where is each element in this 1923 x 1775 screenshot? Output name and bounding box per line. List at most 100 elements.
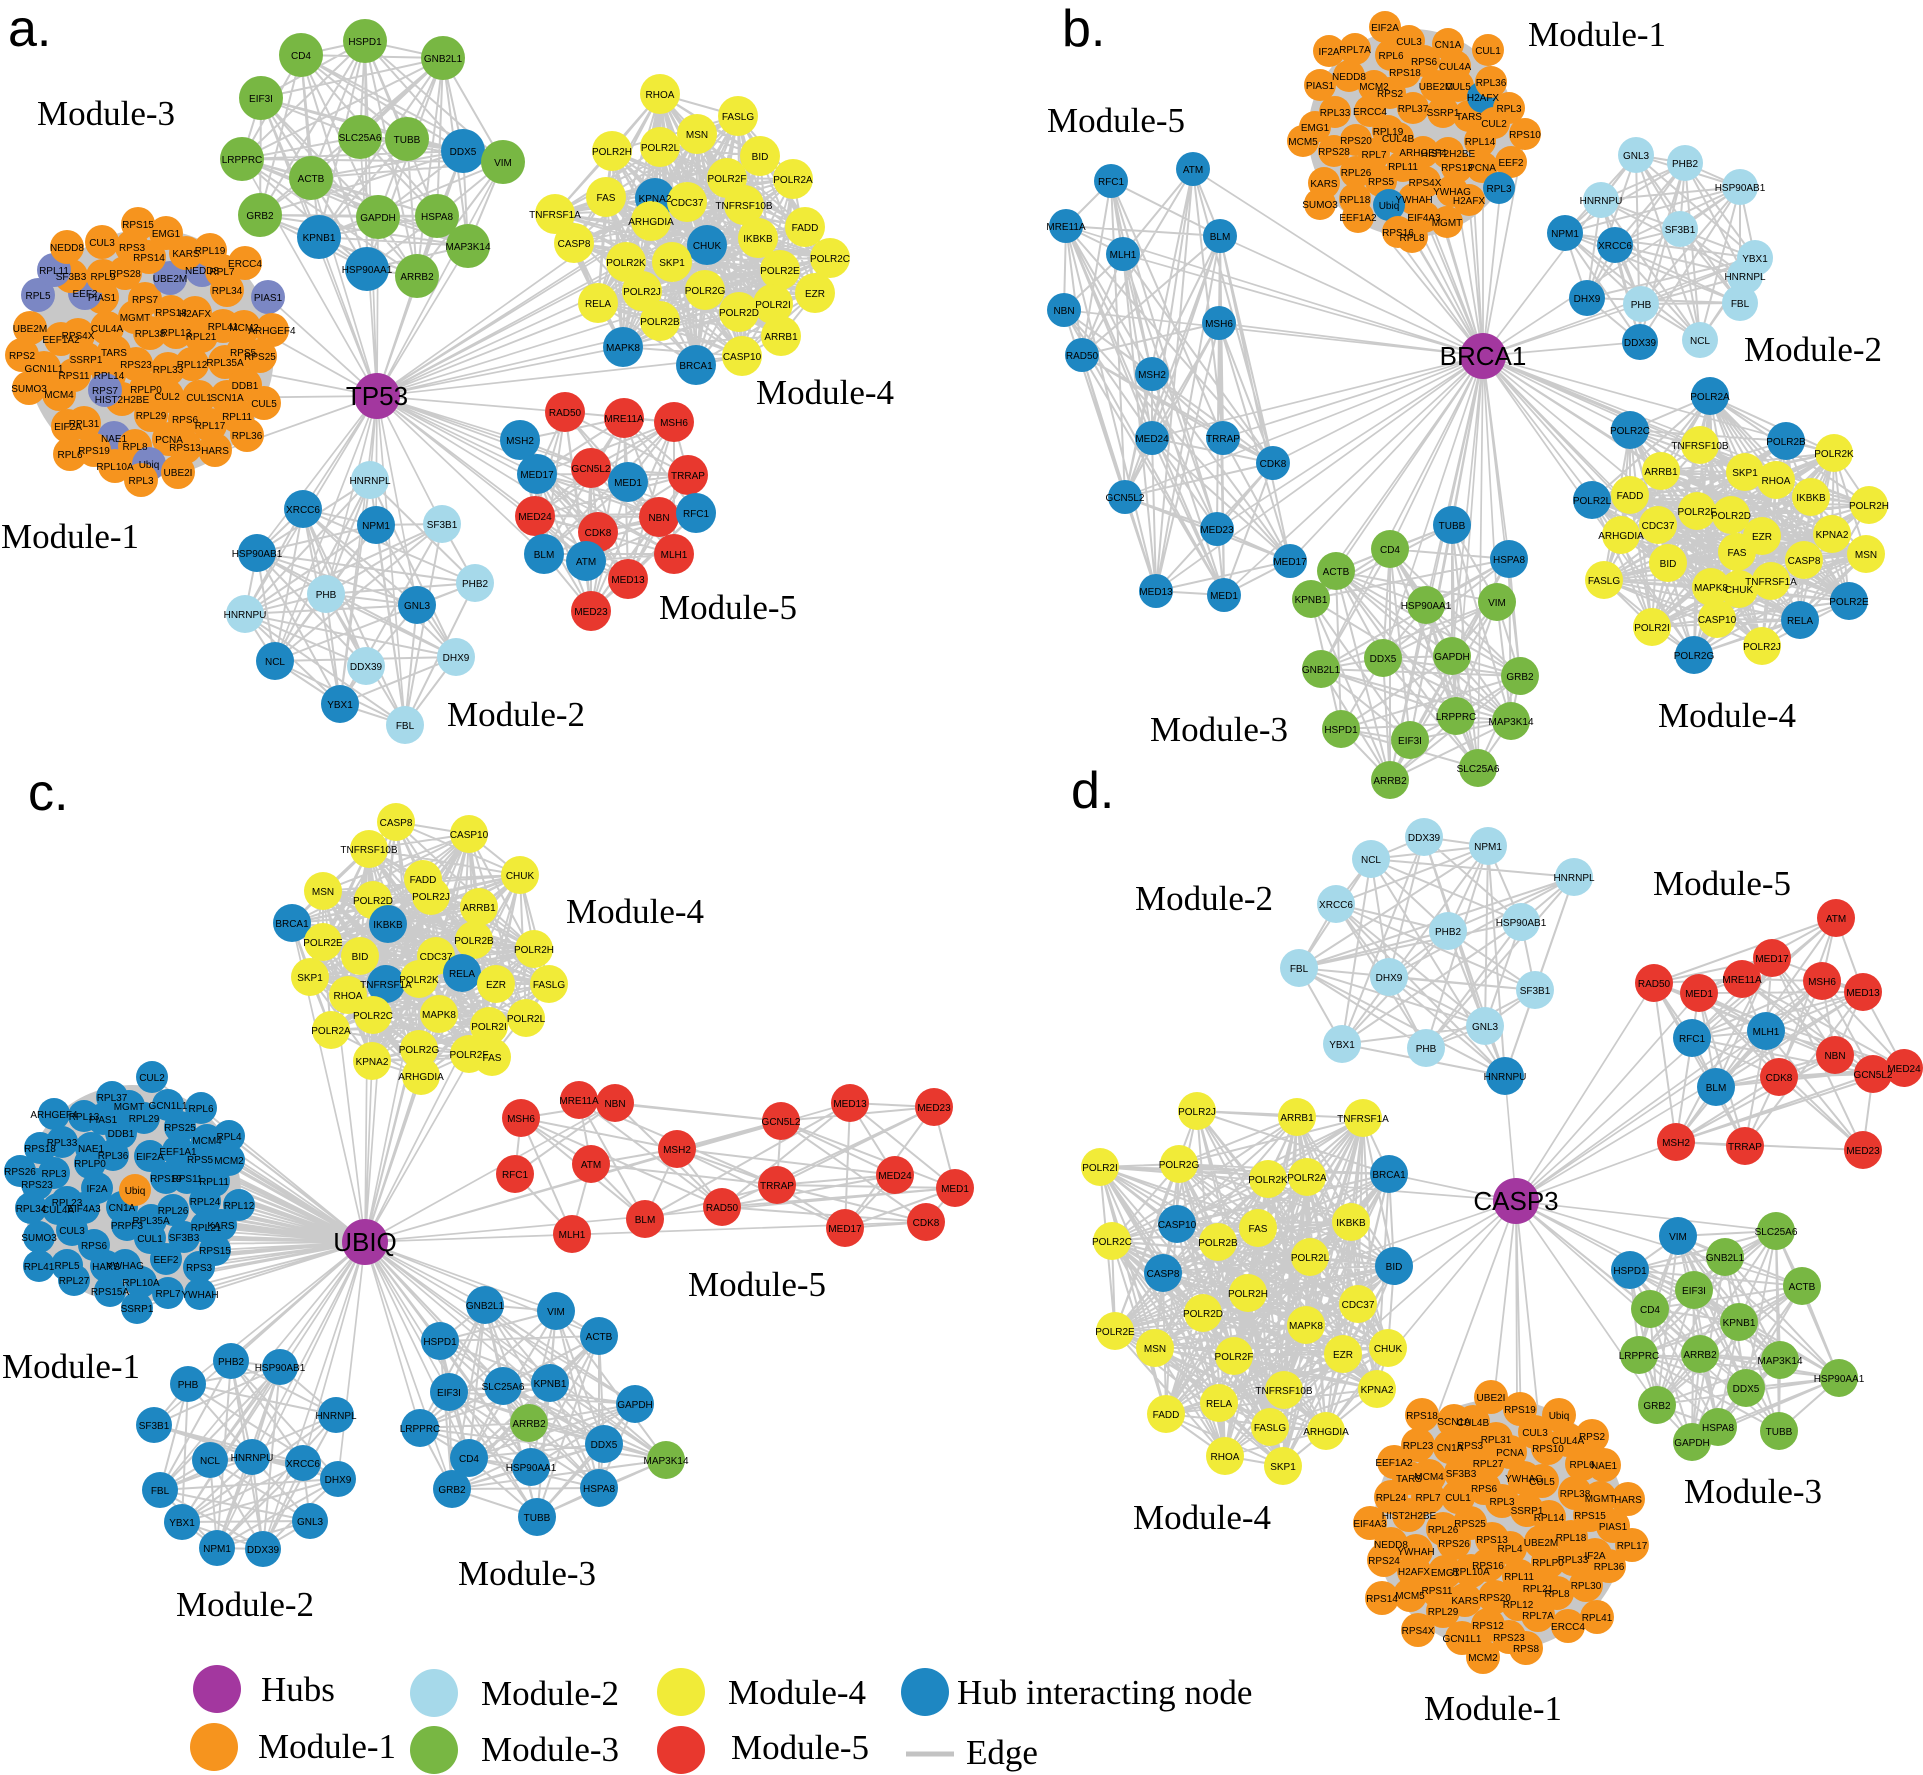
svg-text:RPL19: RPL19 (1373, 127, 1404, 138)
svg-text:EMG1: EMG1 (152, 229, 181, 240)
svg-text:POLR2K: POLR2K (1814, 449, 1854, 460)
svg-text:RPS25: RPS25 (244, 352, 276, 363)
svg-text:GCN1L1: GCN1L1 (1443, 1634, 1482, 1645)
svg-text:POLR2D: POLR2D (1183, 1309, 1223, 1320)
svg-text:EEF2: EEF2 (72, 289, 97, 300)
svg-text:YWHAH: YWHAH (1397, 1547, 1434, 1558)
svg-text:HSP90AA1: HSP90AA1 (1401, 601, 1452, 612)
svg-text:KPNB1: KPNB1 (1295, 595, 1328, 606)
svg-text:CDC37: CDC37 (1642, 521, 1675, 532)
svg-text:RPL6: RPL6 (1569, 1460, 1594, 1471)
svg-text:HSPA8: HSPA8 (1493, 555, 1525, 566)
svg-text:CASP10: CASP10 (1698, 615, 1737, 626)
svg-text:RPL27: RPL27 (59, 1276, 90, 1287)
svg-text:RPS14: RPS14 (1366, 1594, 1398, 1605)
svg-text:RPL29: RPL29 (136, 411, 167, 422)
svg-text:RPS5: RPS5 (1368, 177, 1395, 188)
svg-text:NPM1: NPM1 (1551, 229, 1579, 240)
svg-text:Ubiq: Ubiq (139, 460, 160, 471)
svg-text:SLC25A6: SLC25A6 (339, 133, 382, 144)
svg-text:CDC37: CDC37 (1342, 1300, 1375, 1311)
svg-text:PHB: PHB (178, 1380, 199, 1391)
svg-text:HSPA8: HSPA8 (583, 1484, 615, 1495)
svg-text:EZR: EZR (486, 980, 506, 991)
svg-text:POLR2E: POLR2E (760, 266, 800, 277)
svg-text:VIM: VIM (1669, 1232, 1687, 1243)
svg-text:RPL23: RPL23 (1403, 1441, 1434, 1452)
svg-text:RPL10A: RPL10A (122, 1278, 160, 1289)
svg-text:Module-1: Module-1 (1424, 1689, 1562, 1728)
svg-text:RPL38: RPL38 (135, 329, 166, 340)
svg-text:XRCC6: XRCC6 (286, 1459, 320, 1470)
svg-text:HIST2H2BE: HIST2H2BE (1421, 149, 1476, 160)
svg-text:TARS: TARS (1456, 112, 1482, 123)
svg-text:TNFRSF10B: TNFRSF10B (1671, 441, 1729, 452)
svg-text:RPS8: RPS8 (1513, 1644, 1540, 1655)
svg-text:RPS4X: RPS4X (62, 331, 95, 342)
svg-text:SKP1: SKP1 (1270, 1462, 1296, 1473)
svg-text:ATM: ATM (576, 557, 596, 568)
svg-text:ERCC4: ERCC4 (1353, 107, 1387, 118)
svg-text:MED13: MED13 (611, 575, 645, 586)
svg-text:KPNB1: KPNB1 (303, 233, 336, 244)
svg-text:CD4: CD4 (291, 51, 311, 62)
svg-text:EIF2A: EIF2A (1371, 23, 1399, 34)
svg-text:CUL5: CUL5 (251, 399, 277, 410)
svg-text:RPL21: RPL21 (186, 332, 217, 343)
svg-text:POLR2L: POLR2L (507, 1014, 546, 1025)
svg-text:MSH6: MSH6 (507, 1114, 535, 1125)
svg-text:RPL33: RPL33 (153, 365, 184, 376)
svg-text:RELA: RELA (1787, 616, 1813, 627)
svg-text:ARHGDIA: ARHGDIA (398, 1072, 444, 1083)
svg-text:HNRNPL: HNRNPL (1724, 272, 1766, 283)
svg-text:CUL1: CUL1 (1475, 46, 1501, 57)
svg-text:PCNA: PCNA (155, 435, 183, 446)
svg-text:RPL12: RPL12 (224, 1201, 255, 1212)
svg-text:CASP3: CASP3 (1473, 1186, 1558, 1216)
svg-text:RPS25: RPS25 (164, 1123, 196, 1134)
svg-text:RAD50: RAD50 (549, 408, 582, 419)
svg-text:ARHGDIA: ARHGDIA (1598, 531, 1644, 542)
svg-text:SF3B3: SF3B3 (169, 1233, 200, 1244)
svg-text:BID: BID (1386, 1262, 1403, 1273)
svg-text:HSP90AB1: HSP90AB1 (255, 1363, 306, 1374)
svg-text:FADD: FADD (792, 223, 819, 234)
svg-text:RPL23: RPL23 (52, 1198, 83, 1209)
svg-text:MAP3K14: MAP3K14 (445, 242, 490, 253)
svg-text:HNRNPL: HNRNPL (1553, 873, 1595, 884)
svg-text:POLR2H: POLR2H (514, 945, 554, 956)
svg-text:GCN5L2: GCN5L2 (1106, 493, 1145, 504)
svg-text:RPL29: RPL29 (129, 1114, 160, 1125)
svg-text:RPL27: RPL27 (1473, 1459, 1504, 1470)
svg-text:NCL: NCL (1690, 336, 1710, 347)
svg-text:POLR2D: POLR2D (719, 308, 759, 319)
svg-text:GCN5L2: GCN5L2 (1854, 1070, 1893, 1081)
svg-text:MCM2: MCM2 (229, 323, 259, 334)
svg-text:SLC25A6: SLC25A6 (482, 1382, 525, 1393)
svg-text:TUBB: TUBB (1439, 521, 1466, 532)
svg-text:MSH6: MSH6 (1205, 319, 1233, 330)
svg-text:HNRNPU: HNRNPU (1484, 1072, 1527, 1083)
svg-text:CUL2: CUL2 (1481, 119, 1507, 130)
svg-text:RPL35A: RPL35A (132, 1216, 170, 1227)
svg-text:EZR: EZR (1752, 532, 1772, 543)
svg-text:POLR2G: POLR2G (1674, 651, 1715, 662)
svg-text:Module-3: Module-3 (481, 1730, 619, 1769)
svg-text:GNB2L1: GNB2L1 (1706, 1253, 1745, 1264)
svg-text:GNB2L1: GNB2L1 (466, 1301, 505, 1312)
svg-text:RPS2: RPS2 (1579, 1432, 1606, 1443)
svg-text:DDX39: DDX39 (1408, 833, 1441, 844)
svg-text:RPS23: RPS23 (1493, 1633, 1525, 1644)
svg-text:RPL26: RPL26 (1428, 1525, 1459, 1536)
svg-text:Module-2: Module-2 (176, 1585, 314, 1624)
svg-text:RPL9: RPL9 (90, 272, 115, 283)
svg-text:MED23: MED23 (574, 607, 608, 618)
svg-text:RHOA: RHOA (646, 90, 675, 101)
svg-text:EIF4A3: EIF4A3 (1407, 213, 1441, 224)
svg-text:Module-5: Module-5 (731, 1728, 869, 1767)
svg-text:GNL3: GNL3 (1472, 1022, 1499, 1033)
svg-text:POLR2D: POLR2D (1711, 511, 1751, 522)
svg-text:RPL17: RPL17 (195, 421, 226, 432)
svg-text:Module-2: Module-2 (447, 695, 585, 734)
svg-text:KPNB1: KPNB1 (1723, 1318, 1756, 1329)
